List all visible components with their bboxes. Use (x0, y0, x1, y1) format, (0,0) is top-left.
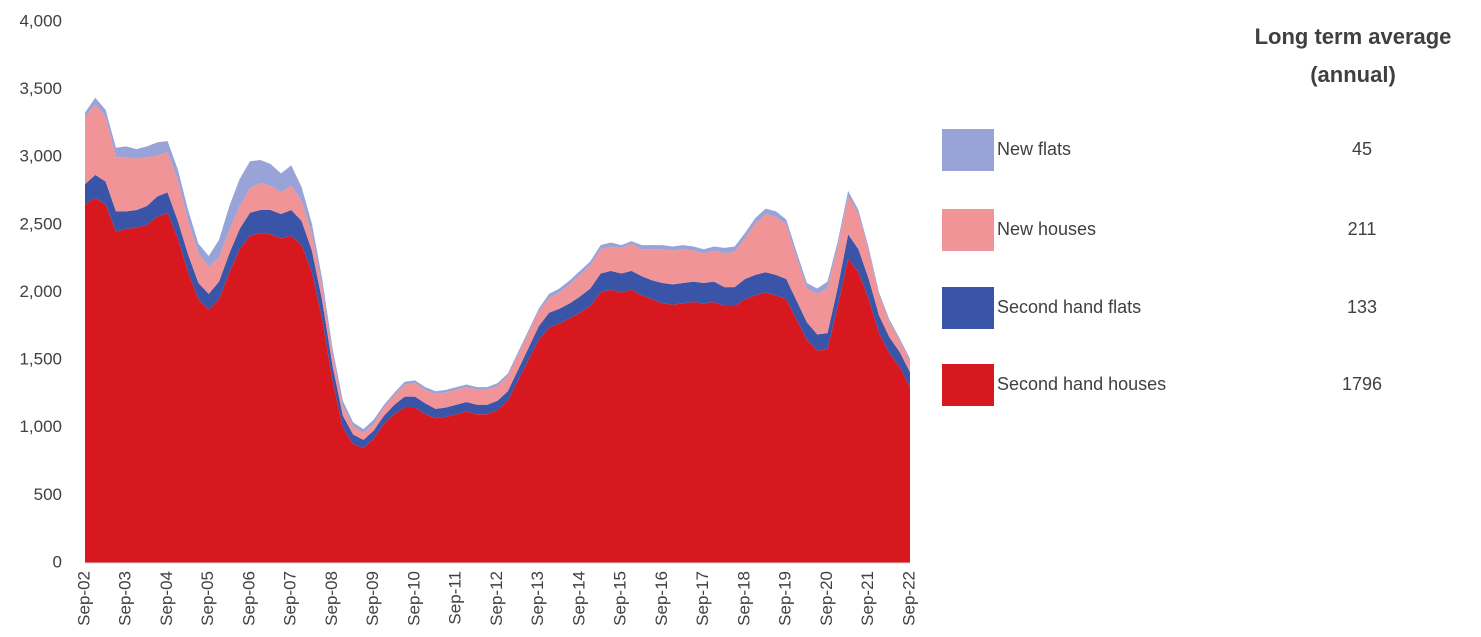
legend-swatch (942, 287, 994, 329)
legend-average: 211 (1348, 219, 1377, 239)
x-tick-label: Sep-12 (487, 571, 506, 626)
area (85, 104, 910, 440)
legend-swatch (942, 364, 994, 406)
legend-label: Second hand flats (997, 297, 1141, 317)
legend-average: 45 (1352, 139, 1372, 159)
legend-swatch (942, 209, 994, 251)
y-tick-label: 1,500 (19, 350, 62, 369)
x-tick-label: Sep-20 (817, 571, 836, 626)
x-tick-label: Sep-03 (116, 571, 135, 626)
x-tick-label: Sep-07 (281, 571, 300, 626)
legend-title: Long term average (annual) (1255, 24, 1452, 87)
y-tick-label: 3,500 (19, 79, 62, 98)
x-tick-label: Sep-02 (74, 571, 93, 626)
x-tick-label: Sep-13 (528, 571, 547, 626)
x-tick-label: Sep-09 (363, 571, 382, 626)
x-tick-label: Sep-06 (239, 571, 258, 626)
x-tick-label: Sep-04 (157, 571, 176, 626)
x-tick-label: Sep-15 (611, 571, 630, 626)
legend-average: 1796 (1342, 374, 1382, 394)
x-tick-label: Sep-16 (652, 571, 671, 626)
area (85, 197, 910, 563)
legend-average: 133 (1347, 297, 1377, 317)
x-tick-label: Sep-10 (404, 571, 423, 626)
y-tick-label: 2,000 (19, 282, 62, 301)
x-tick-label: Sep-22 (899, 571, 918, 626)
x-tick-label: Sep-05 (198, 571, 217, 626)
x-tick-label: Sep-14 (569, 571, 588, 626)
y-tick-label: 500 (34, 485, 62, 504)
legend-label: Second hand houses (997, 374, 1166, 394)
legend-swatch (942, 129, 994, 171)
x-tick-label: Sep-18 (734, 571, 753, 626)
y-tick-label: 1,000 (19, 417, 62, 436)
x-tick-label: Sep-21 (858, 571, 877, 626)
y-tick-label: 4,000 (19, 11, 62, 30)
area (85, 174, 910, 449)
x-tick-label: Sep-08 (322, 571, 341, 626)
x-tick-label: Sep-17 (693, 571, 712, 626)
legend-label: New flats (997, 139, 1071, 159)
y-tick-label: 3,000 (19, 147, 62, 166)
x-tick-label: Sep-11 (446, 571, 465, 625)
y-tick-label: 2,500 (19, 214, 62, 233)
x-tick-label: Sep-19 (776, 571, 795, 626)
area (85, 97, 910, 434)
y-tick-label: 0 (53, 552, 62, 571)
legend-label: New houses (997, 219, 1096, 239)
